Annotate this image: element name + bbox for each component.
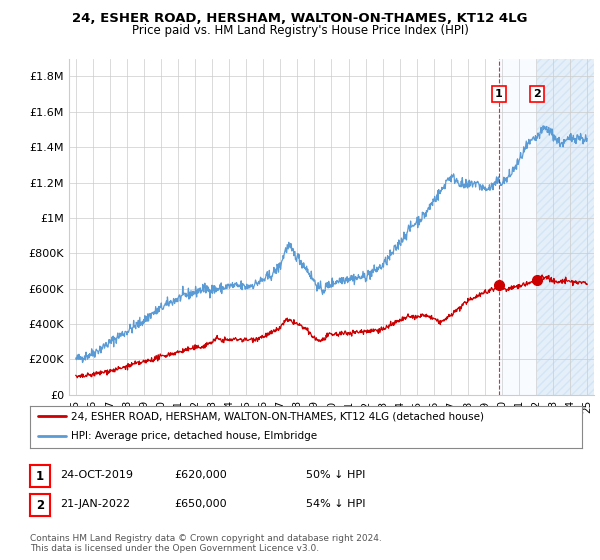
Text: 24, ESHER ROAD, HERSHAM, WALTON-ON-THAMES, KT12 4LG (detached house): 24, ESHER ROAD, HERSHAM, WALTON-ON-THAME… [71, 411, 484, 421]
Text: £650,000: £650,000 [174, 499, 227, 509]
Text: HPI: Average price, detached house, Elmbridge: HPI: Average price, detached house, Elmb… [71, 431, 317, 441]
Text: 1: 1 [36, 469, 44, 483]
Text: 24-OCT-2019: 24-OCT-2019 [60, 470, 133, 480]
Text: £620,000: £620,000 [174, 470, 227, 480]
Text: Contains HM Land Registry data © Crown copyright and database right 2024.
This d: Contains HM Land Registry data © Crown c… [30, 534, 382, 553]
Text: 2: 2 [533, 89, 541, 99]
Text: 21-JAN-2022: 21-JAN-2022 [60, 499, 130, 509]
Text: 2: 2 [36, 498, 44, 512]
Text: 1: 1 [495, 89, 503, 99]
Text: 50% ↓ HPI: 50% ↓ HPI [306, 470, 365, 480]
Text: 54% ↓ HPI: 54% ↓ HPI [306, 499, 365, 509]
Bar [499, 59, 594, 395]
Bar [537, 59, 594, 395]
Text: 24, ESHER ROAD, HERSHAM, WALTON-ON-THAMES, KT12 4LG: 24, ESHER ROAD, HERSHAM, WALTON-ON-THAME… [72, 12, 528, 25]
Text: Price paid vs. HM Land Registry's House Price Index (HPI): Price paid vs. HM Land Registry's House … [131, 24, 469, 36]
